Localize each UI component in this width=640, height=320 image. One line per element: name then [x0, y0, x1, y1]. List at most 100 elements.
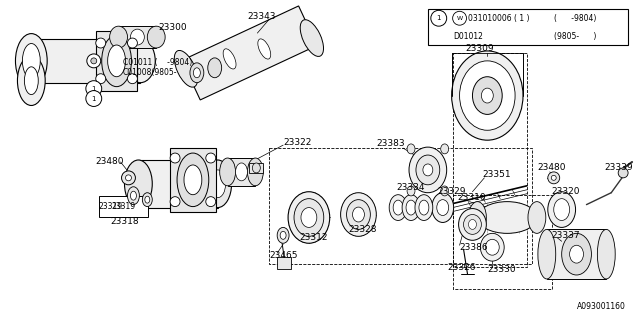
Text: 23337: 23337 — [552, 231, 580, 240]
Circle shape — [127, 38, 138, 48]
Ellipse shape — [125, 39, 156, 83]
Ellipse shape — [147, 26, 165, 48]
Ellipse shape — [184, 165, 202, 195]
Ellipse shape — [407, 144, 415, 154]
Ellipse shape — [485, 239, 499, 255]
Ellipse shape — [177, 153, 209, 207]
Ellipse shape — [280, 231, 286, 239]
Circle shape — [127, 74, 138, 84]
Text: 23480: 23480 — [537, 164, 565, 172]
Text: 23318: 23318 — [111, 217, 140, 226]
Ellipse shape — [415, 195, 433, 220]
Text: C01008(9805-: C01008(9805- — [122, 68, 177, 77]
Ellipse shape — [127, 187, 140, 204]
Circle shape — [431, 10, 447, 26]
Circle shape — [96, 74, 106, 84]
Bar — [250, 163, 263, 173]
Text: W: W — [456, 16, 463, 21]
Ellipse shape — [432, 193, 454, 222]
Circle shape — [206, 153, 216, 163]
Ellipse shape — [174, 51, 198, 87]
Ellipse shape — [193, 68, 200, 78]
Text: 23343: 23343 — [248, 12, 276, 21]
Ellipse shape — [208, 58, 221, 78]
Ellipse shape — [409, 147, 447, 193]
Ellipse shape — [407, 186, 415, 196]
Ellipse shape — [406, 200, 416, 215]
Circle shape — [548, 172, 560, 184]
Text: 23310: 23310 — [458, 193, 486, 202]
Bar — [170, 148, 216, 212]
Bar — [96, 31, 138, 91]
Text: 23300: 23300 — [158, 23, 187, 32]
Ellipse shape — [258, 39, 271, 59]
Text: 23322: 23322 — [283, 138, 312, 147]
Ellipse shape — [17, 56, 45, 106]
Bar — [99, 196, 148, 218]
Circle shape — [86, 91, 102, 107]
Ellipse shape — [459, 209, 486, 240]
Circle shape — [206, 197, 216, 207]
Ellipse shape — [131, 29, 145, 45]
Ellipse shape — [468, 220, 476, 229]
Ellipse shape — [108, 45, 125, 77]
Ellipse shape — [236, 163, 248, 181]
Ellipse shape — [288, 192, 330, 243]
Ellipse shape — [472, 77, 502, 114]
Circle shape — [122, 171, 136, 185]
Circle shape — [170, 197, 180, 207]
Text: C01011 (    -9804): C01011 ( -9804) — [122, 58, 192, 67]
Circle shape — [87, 54, 100, 68]
Bar — [277, 257, 291, 269]
Ellipse shape — [301, 208, 317, 228]
Circle shape — [125, 175, 131, 181]
Ellipse shape — [190, 63, 204, 83]
Ellipse shape — [441, 144, 449, 154]
Ellipse shape — [125, 160, 152, 208]
Ellipse shape — [452, 51, 523, 140]
Text: 1: 1 — [92, 86, 96, 92]
Ellipse shape — [554, 199, 570, 220]
Ellipse shape — [131, 191, 136, 200]
Ellipse shape — [393, 200, 403, 215]
Ellipse shape — [210, 170, 226, 198]
Text: 23312: 23312 — [299, 233, 328, 242]
Ellipse shape — [562, 233, 591, 275]
Ellipse shape — [402, 195, 420, 220]
Ellipse shape — [277, 228, 289, 243]
Ellipse shape — [109, 26, 127, 48]
Circle shape — [452, 11, 467, 25]
Ellipse shape — [481, 88, 493, 103]
Ellipse shape — [223, 49, 236, 69]
Text: 23328: 23328 — [349, 225, 377, 234]
Text: 23339: 23339 — [604, 164, 633, 172]
Ellipse shape — [441, 186, 449, 196]
Ellipse shape — [347, 200, 371, 229]
Bar — [228, 158, 255, 186]
Ellipse shape — [481, 233, 504, 261]
Circle shape — [96, 38, 106, 48]
Text: 23329: 23329 — [438, 187, 467, 196]
Ellipse shape — [389, 195, 407, 220]
Bar — [547, 229, 606, 279]
Bar — [31, 39, 140, 83]
Text: (9805-      ): (9805- ) — [554, 32, 596, 41]
Circle shape — [618, 168, 628, 178]
Ellipse shape — [477, 202, 537, 233]
Bar — [428, 9, 628, 45]
Bar — [138, 160, 218, 208]
Ellipse shape — [419, 200, 429, 215]
Text: 23309: 23309 — [465, 44, 494, 53]
Ellipse shape — [294, 199, 324, 236]
Ellipse shape — [436, 200, 449, 215]
Ellipse shape — [102, 35, 131, 87]
Ellipse shape — [300, 20, 323, 56]
Ellipse shape — [570, 245, 584, 263]
Ellipse shape — [463, 214, 481, 234]
Circle shape — [91, 58, 97, 64]
Text: 23480: 23480 — [96, 157, 124, 166]
Text: (      -9804): ( -9804) — [554, 14, 596, 23]
Text: D01012: D01012 — [454, 32, 483, 41]
Text: 23319: 23319 — [111, 202, 136, 211]
Text: A093001160: A093001160 — [577, 302, 626, 311]
